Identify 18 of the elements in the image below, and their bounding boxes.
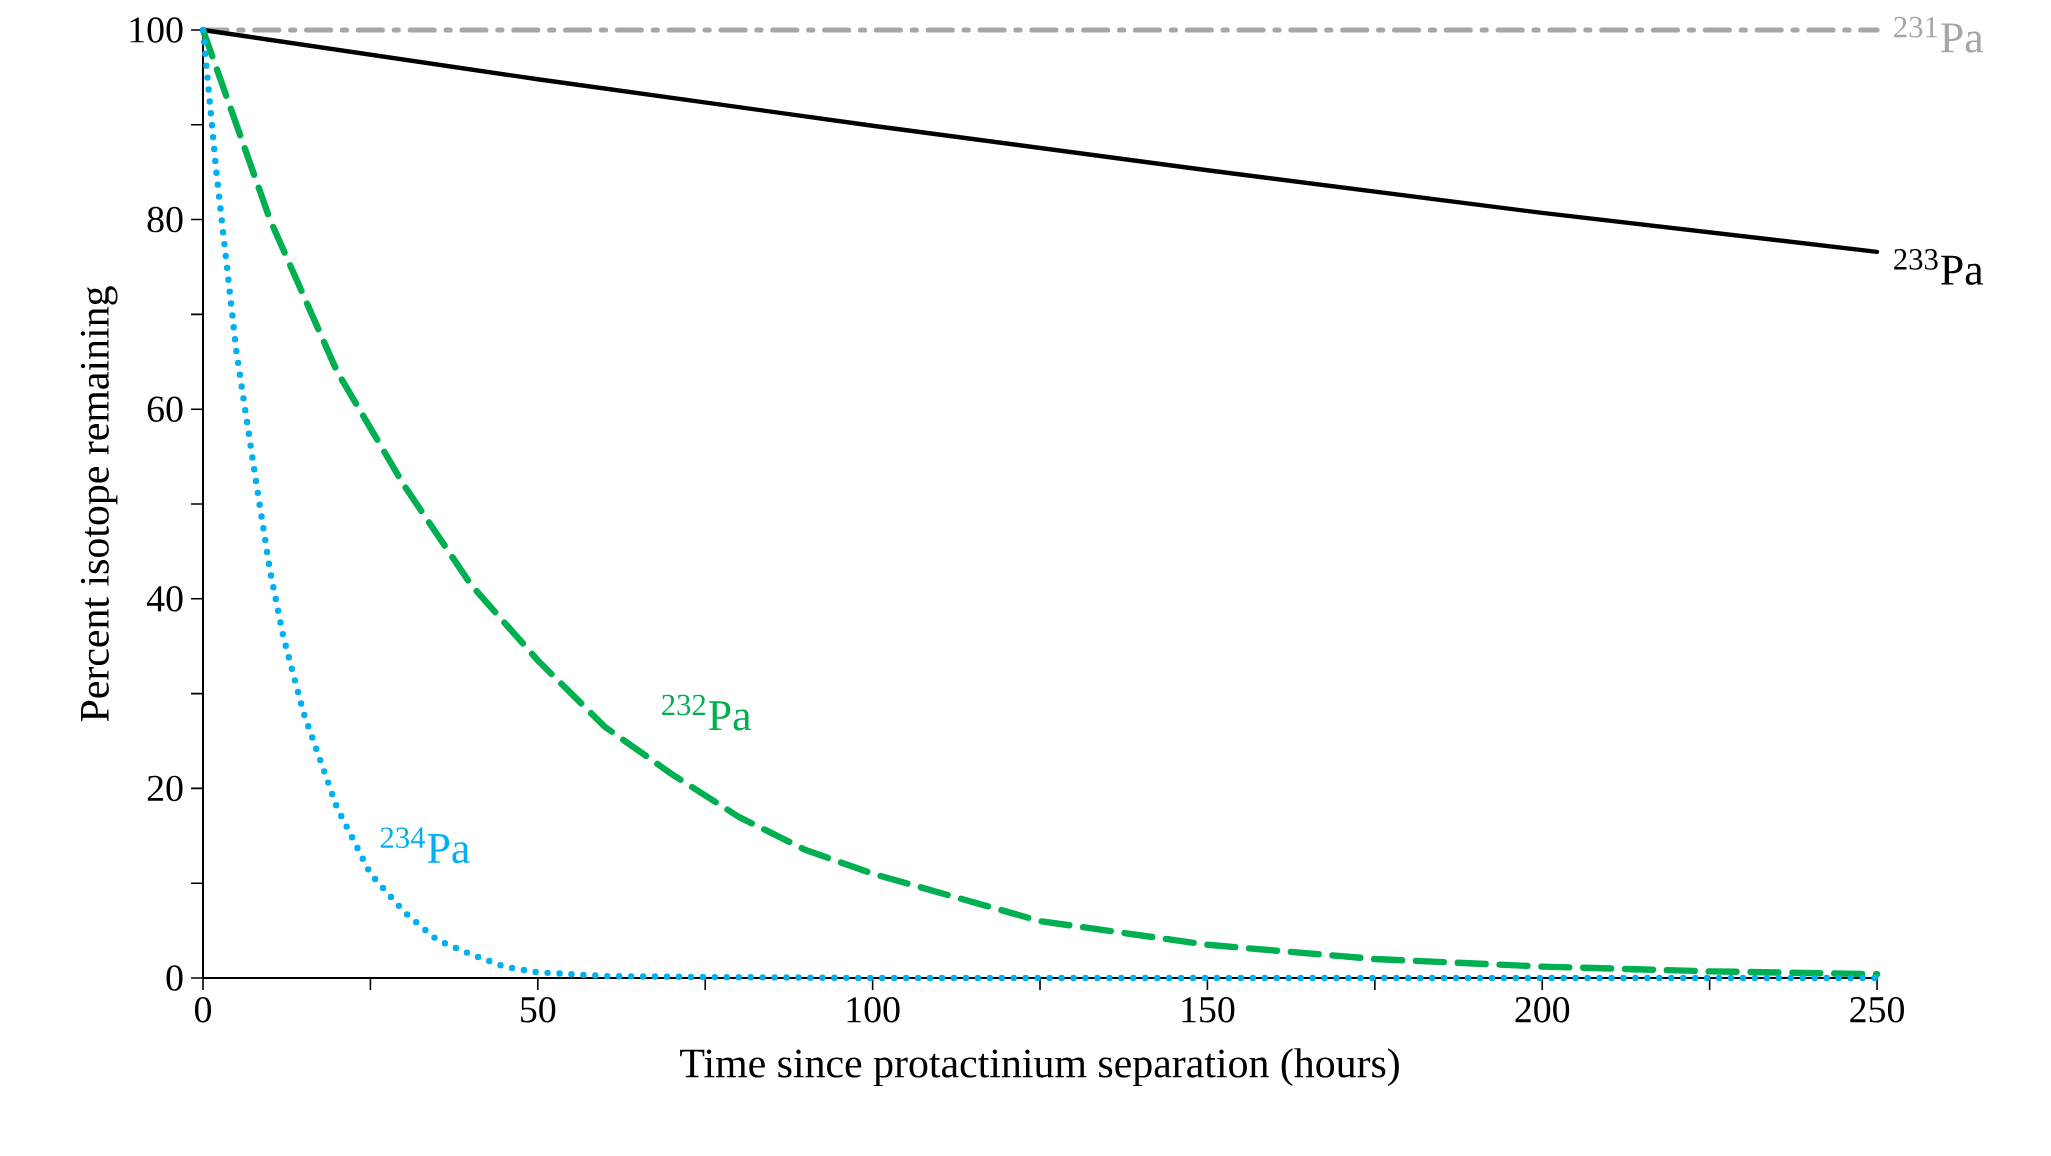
x-tick-label: 200	[1515, 997, 1570, 1023]
x-tick-label: 150	[1182, 997, 1235, 1023]
x-tick-label: 250	[1850, 997, 1904, 1023]
series-label: $^{232}$Pa	[662, 694, 752, 731]
y-tick-label: 40	[146, 586, 183, 612]
x-tick-label: 50	[521, 997, 556, 1023]
series-label: $^{234}$Pa	[380, 827, 470, 864]
x-tick-label: 100	[847, 997, 900, 1023]
x-axis-title: Time since protactinium separation (hours)	[680, 1048, 1399, 1087]
series-label: $^{233}$Pa	[1894, 249, 1984, 285]
y-tick-label: 20	[147, 775, 183, 802]
y-axis-title: Percent isotope remaining	[80, 286, 118, 722]
y-tick-label: 0	[166, 965, 183, 991]
x-tick-label: 0	[194, 997, 212, 1023]
y-tick-label: 100	[130, 17, 183, 43]
series-label: $^{231}$Pa	[1894, 16, 1984, 53]
y-tick-label: 80	[147, 206, 183, 233]
y-tick-label: 60	[147, 396, 183, 422]
